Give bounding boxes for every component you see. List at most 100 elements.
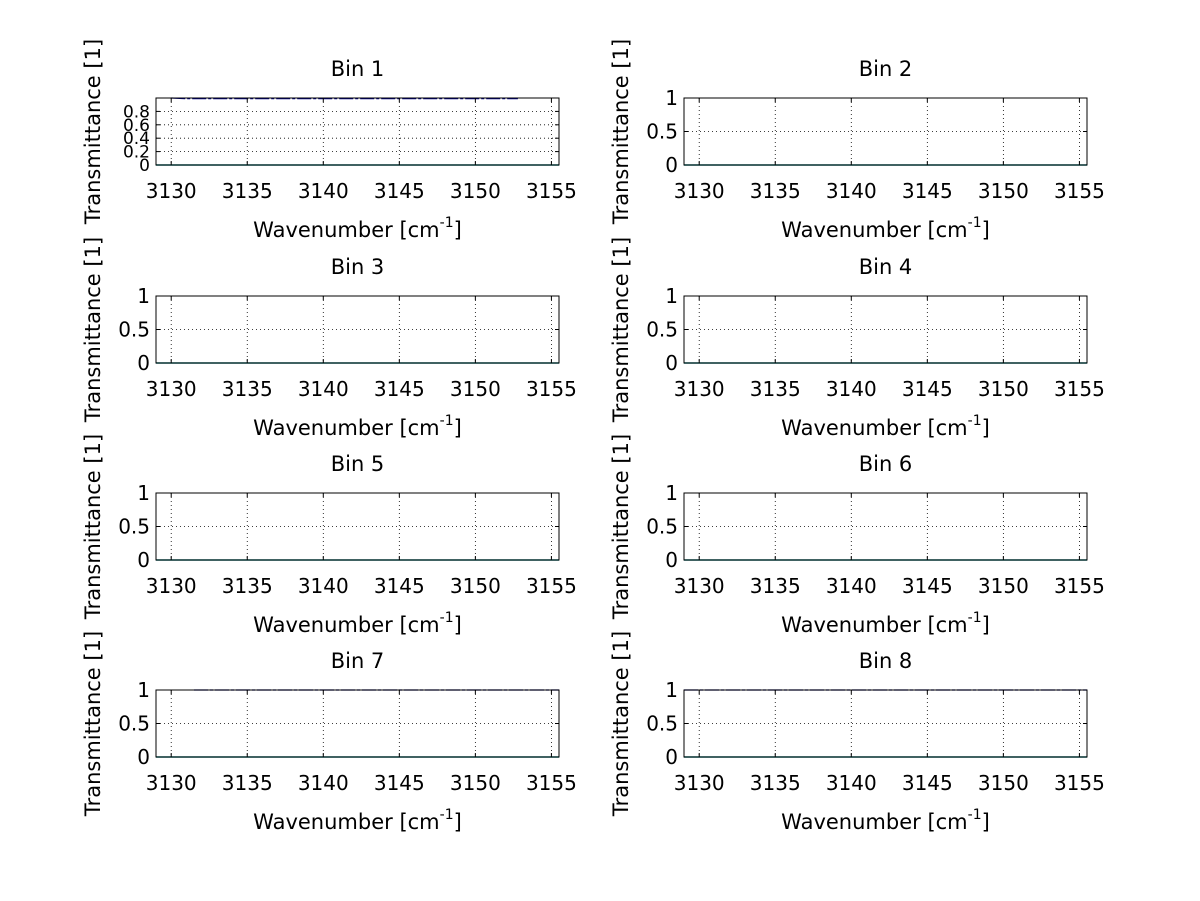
y-tick-label: 0 [665,153,678,177]
x-axis-label: Wavenumber [cm-1] [781,807,990,834]
x-axis-label-sup: -1 [968,215,982,231]
y-axis-label: Transmittance [1] [609,237,633,423]
x-tick-label: 3135 [222,574,273,598]
x-tick-label: 3135 [750,377,801,401]
x-tick-label: 3130 [146,179,197,203]
x-tick-label: 3135 [750,771,801,795]
y-tick-label: 1 [137,284,150,308]
y-tick-label: 1 [665,284,678,308]
subplot-8: 3130 3135 3140 3145 3150 3155 0 0.5 1 Bin 8 Wavenu… [609,631,1105,834]
x-axis-label-end: ] [454,218,462,242]
y-tick-label: 0.6 [123,116,150,136]
y-tick-label: 0 [665,745,678,769]
y-tick-label: 1 [665,481,678,505]
subplot-1: 3130 3135 3140 3145 3150 3155 00.20.40.60.8 Bin… [81,39,577,242]
x-tick-label: 3155 [1054,771,1105,795]
subplot-7: 3130 3135 3140 3145 3150 3155 0 0.5 1 Bin 7 Wavenu… [81,631,577,834]
subplot-title: Bin 6 [859,452,913,476]
x-axis-label-text: Wavenumber [cm [253,613,439,637]
x-axis-label-text: Wavenumber [cm [253,810,439,834]
y-tick-label: 0.5 [118,712,150,736]
plot-area [684,690,1087,757]
y-axis-label: Transmittance [1] [81,434,105,620]
y-tick-label: 0 [139,156,150,176]
x-axis-label: Wavenumber [cm-1] [253,413,462,440]
x-tick-label: 3150 [978,771,1029,795]
y-tick-label: 0.5 [646,318,678,342]
x-axis-label-end: ] [982,416,990,440]
x-tick-label: 3150 [450,771,501,795]
subplot-4: 3130 3135 3140 3145 3150 3155 0 0.5 1 Bin 4 Wavenu… [609,237,1105,440]
y-axis-label: Transmittance [1] [609,39,633,225]
x-tick-label: 3140 [826,179,877,203]
y-axis-label: Transmittance [1] [81,39,105,225]
x-axis-label-text: Wavenumber [cm [781,613,967,637]
x-tick-label: 3130 [674,574,725,598]
x-tick-label: 3145 [902,574,953,598]
x-tick-label: 3155 [1054,179,1105,203]
plot-area [156,690,559,757]
x-axis-label-text: Wavenumber [cm [781,218,967,242]
y-tick-label: 1 [137,678,150,702]
x-axis-label-end: ] [454,613,462,637]
x-axis-label-sup: -1 [440,413,454,429]
y-tick-label: 0.5 [118,515,150,539]
y-tick-label: 0.8 [123,102,150,122]
x-tick-label: 3140 [298,574,349,598]
y-tick-label: 1 [665,86,678,110]
x-tick-label: 3130 [674,771,725,795]
x-tick-label: 3130 [146,574,197,598]
y-axis-label: Transmittance [1] [609,631,633,817]
x-axis-label-sup: -1 [440,807,454,823]
x-tick-label: 3130 [146,771,197,795]
x-tick-label: 3140 [298,179,349,203]
x-tick-label: 3130 [146,377,197,401]
x-axis-label-sup: -1 [968,807,982,823]
x-axis-label: Wavenumber [cm-1] [781,413,990,440]
x-tick-label: 3155 [526,377,577,401]
x-axis-label: Wavenumber [cm-1] [781,610,990,637]
x-axis-label-sup: -1 [968,413,982,429]
y-tick-label: 0.4 [123,129,150,149]
x-axis-label-sup: -1 [440,610,454,626]
x-tick-label: 3150 [978,574,1029,598]
x-axis-label-sup: -1 [968,610,982,626]
subplot-title: Bin 8 [859,649,913,673]
x-tick-label: 3150 [450,377,501,401]
x-axis-label: Wavenumber [cm-1] [781,215,990,242]
x-tick-label: 3135 [750,574,801,598]
y-tick-label: 0 [137,351,150,375]
x-tick-label: 3145 [902,771,953,795]
x-axis-label-end: ] [982,218,990,242]
subplot-title: Bin 4 [859,255,913,279]
x-tick-label: 3150 [978,179,1029,203]
x-tick-label: 3145 [902,179,953,203]
y-tick-label: 0.5 [646,515,678,539]
x-tick-label: 3140 [826,574,877,598]
y-tick-label: 0.5 [646,120,678,144]
plot-area [684,98,1087,165]
y-tick-label: 0 [665,351,678,375]
x-axis-label: Wavenumber [cm-1] [253,610,462,637]
x-tick-label: 3140 [826,771,877,795]
y-tick-label: 1 [665,678,678,702]
x-tick-label: 3130 [674,179,725,203]
x-tick-label: 3140 [298,771,349,795]
subplot-title: Bin 1 [331,57,385,81]
subplot-title: Bin 3 [331,255,385,279]
x-axis-label-text: Wavenumber [cm [781,810,967,834]
x-tick-label: 3140 [826,377,877,401]
x-axis-label-end: ] [454,810,462,834]
x-tick-label: 3130 [674,377,725,401]
y-tick-label: 0.5 [646,712,678,736]
plot-area [156,493,559,560]
x-axis-label: Wavenumber [cm-1] [253,807,462,834]
subplot-title: Bin 2 [859,57,913,81]
plot-area [156,296,559,363]
y-axis-label: Transmittance [1] [609,434,633,620]
subplot-6: 3130 3135 3140 3145 3150 3155 0 0.5 1 Bin 6 Wavenu… [609,434,1105,637]
subplot-title: Bin 7 [331,649,385,673]
y-axis-label: Transmittance [1] [81,631,105,817]
subplot-3: 3130 3135 3140 3145 3150 3155 0 0.5 1 Bin 3 Wavenu… [81,237,577,440]
plot-area [156,98,559,165]
